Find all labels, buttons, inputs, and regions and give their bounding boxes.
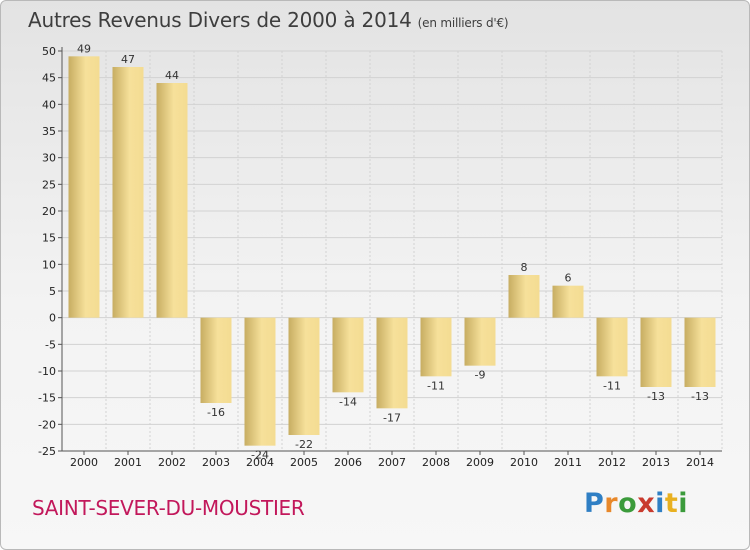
x-tick-label: 2008 [422, 456, 450, 469]
value-labels: 49 47 44 -16 -24 -22 -14 -17 -11 -9 8 6 -11 -13 -13 [77, 42, 709, 461]
x-tick-label: 2000 [70, 456, 98, 469]
y-tick-label: 10 [42, 258, 56, 271]
bar-2007 [376, 317, 408, 409]
y-tick-label: -15 [38, 392, 56, 405]
y-tick-label: -5 [45, 338, 56, 351]
value-label: -11 [427, 379, 445, 392]
x-tick-label: 2011 [554, 456, 582, 469]
value-label: 8 [521, 261, 528, 274]
y-tick-label: 50 [42, 45, 56, 58]
bar-2000 [68, 56, 100, 318]
logo-letter: P [584, 488, 605, 519]
y-tick-label: 0 [49, 312, 56, 325]
value-label: -22 [295, 438, 313, 451]
axes: -25 -20 -15 -10 -5 0 5 10 15 20 25 30 35 40 45 50 2000 20… [38, 45, 722, 469]
bar-2009 [464, 317, 496, 366]
y-tick-label: -20 [38, 418, 56, 431]
y-tick-label: 45 [42, 72, 56, 85]
value-label: -11 [603, 379, 621, 392]
x-tick-label: 2010 [510, 456, 538, 469]
y-tick-label: 5 [49, 285, 56, 298]
y-tick-label: -10 [38, 365, 56, 378]
value-label: -17 [383, 411, 401, 424]
value-label: -24 [251, 449, 269, 462]
y-tick-label: 30 [42, 152, 56, 165]
value-label: 44 [165, 69, 179, 82]
x-tick-label: 2006 [334, 456, 362, 469]
y-tick-label: 40 [42, 98, 56, 111]
logo-letter: t [664, 488, 679, 519]
bar-2004 [244, 317, 276, 446]
x-tick-label: 2003 [202, 456, 230, 469]
logo-letter: i [655, 488, 665, 519]
y-tick-label: 20 [42, 205, 56, 218]
bar-2002 [156, 83, 188, 318]
x-tick-label: 2005 [290, 456, 318, 469]
logo-letter: i [678, 488, 689, 519]
bars [68, 56, 716, 446]
logo-letter: o [618, 488, 638, 519]
bar-2008 [420, 317, 452, 377]
bar-2006 [332, 317, 364, 393]
x-tick-label: 2001 [114, 456, 142, 469]
value-label: -13 [691, 390, 709, 403]
x-tick-label: 2012 [598, 456, 626, 469]
bar-2010 [508, 275, 540, 318]
y-tick-label: 15 [42, 232, 56, 245]
x-tick-label: 2004 [246, 456, 274, 469]
y-tick-label: -25 [38, 445, 56, 458]
y-tick-label: 25 [42, 178, 56, 191]
x-tick-label: 2013 [642, 456, 670, 469]
logo-letter: r [604, 488, 619, 519]
value-label: -14 [339, 395, 357, 408]
bar-2003 [200, 317, 232, 403]
x-tick-label: 2007 [378, 456, 406, 469]
x-tick-label: 2014 [686, 456, 714, 469]
value-label: -9 [475, 369, 486, 382]
bar-2005 [288, 317, 320, 435]
commune-name: SAINT-SEVER-DU-MOUSTIER [32, 496, 305, 520]
logo-letter: x [637, 488, 656, 519]
value-label: -13 [647, 390, 665, 403]
value-label: -16 [207, 406, 225, 419]
y-tick-label: 35 [42, 125, 56, 138]
bar-2012 [596, 317, 628, 377]
chart-title: Autres Revenus Divers de 2000 à 2014 (en … [28, 8, 509, 32]
bar-2001 [112, 67, 144, 318]
bar-2014 [684, 317, 716, 387]
bar-2013 [640, 317, 672, 387]
x-tick-label: 2002 [158, 456, 186, 469]
proxiti-logo: Proxiti [584, 488, 688, 519]
bar-2011 [552, 285, 584, 318]
value-label: 6 [565, 272, 572, 285]
x-tick-label: 2009 [466, 456, 494, 469]
chart-unit: (en milliers d'€) [417, 16, 509, 30]
value-label: 47 [121, 53, 135, 66]
chart-title-text: Autres Revenus Divers de 2000 à 2014 [28, 8, 412, 32]
value-label: 49 [77, 42, 91, 55]
